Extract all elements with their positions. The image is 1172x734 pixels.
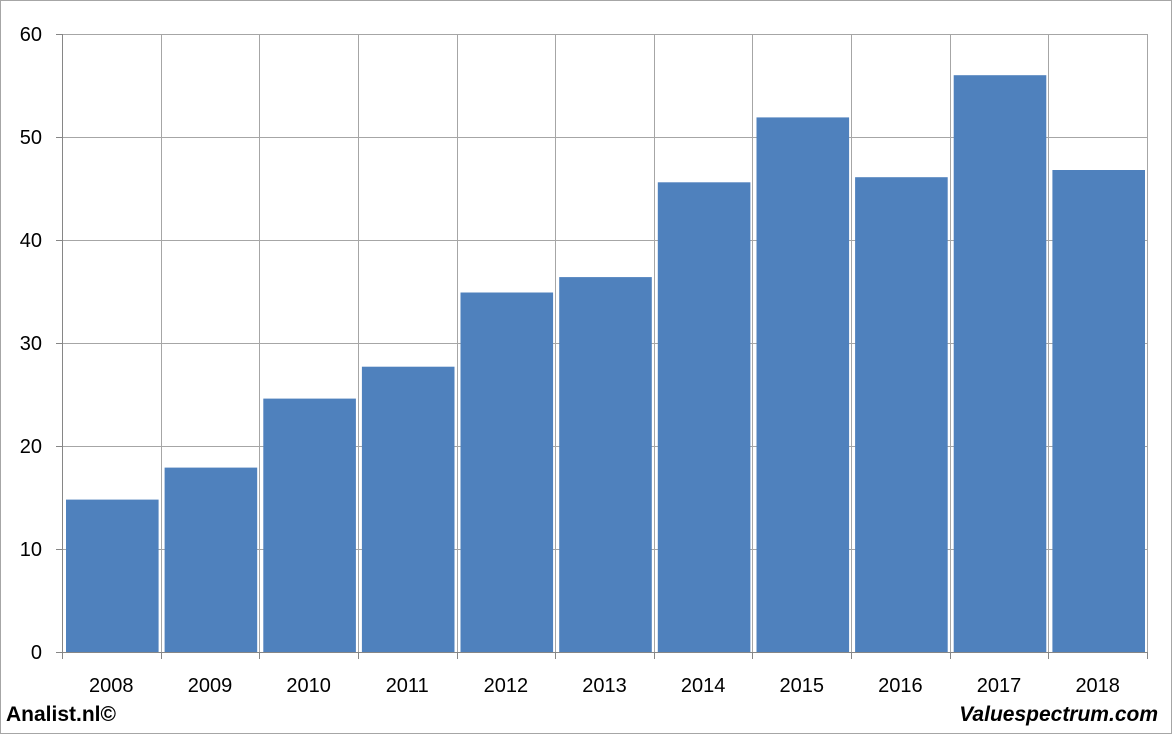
x-tick-label-2010: 2010 [286, 675, 331, 697]
y-tick-label-60: 60 [20, 24, 42, 46]
bar-2016 [855, 177, 948, 652]
bar-2013 [559, 277, 652, 652]
footer-source-right: Valuespectrum.com [959, 703, 1158, 726]
x-tick-label-2017: 2017 [977, 675, 1022, 697]
x-tick-label-2009: 2009 [188, 675, 233, 697]
bar-2017 [953, 75, 1047, 652]
y-tick-label-40: 40 [20, 230, 42, 252]
y-tick-label-50: 50 [20, 127, 42, 149]
x-tick-label-2013: 2013 [582, 675, 627, 697]
bar-2018 [1052, 170, 1145, 652]
bar-series [66, 75, 1145, 653]
x-axis-tick-labels: 2008 2009 2010 2011 2012 2013 2014 2015 2016 2017… [89, 675, 1120, 697]
y-axis-tick-labels: 0 10 20 30 40 50 60 [20, 24, 42, 664]
x-tick-label-2011: 2011 [386, 675, 429, 697]
bar-2015 [756, 117, 850, 652]
axes [56, 34, 1148, 659]
bar-2008 [66, 499, 159, 652]
x-tick-label-2014: 2014 [681, 675, 726, 697]
x-tick-label-2016: 2016 [878, 675, 923, 697]
y-tick-label-30: 30 [20, 333, 42, 355]
x-tick-label-2018: 2018 [1075, 675, 1120, 697]
x-tick-label-2012: 2012 [484, 675, 529, 697]
bar-2009 [164, 467, 258, 652]
bar-2012 [460, 292, 554, 652]
y-tick-label-20: 20 [20, 436, 42, 458]
x-tick-label-2015: 2015 [780, 675, 825, 697]
y-tick-label-10: 10 [20, 539, 42, 561]
bar-2010 [263, 398, 356, 652]
bar-2014 [657, 182, 751, 653]
bar-2011 [361, 366, 455, 652]
y-tick-label-0: 0 [31, 642, 42, 664]
footer-source-left: Analist.nl© [6, 703, 116, 726]
x-tick-label-2008: 2008 [89, 675, 134, 697]
